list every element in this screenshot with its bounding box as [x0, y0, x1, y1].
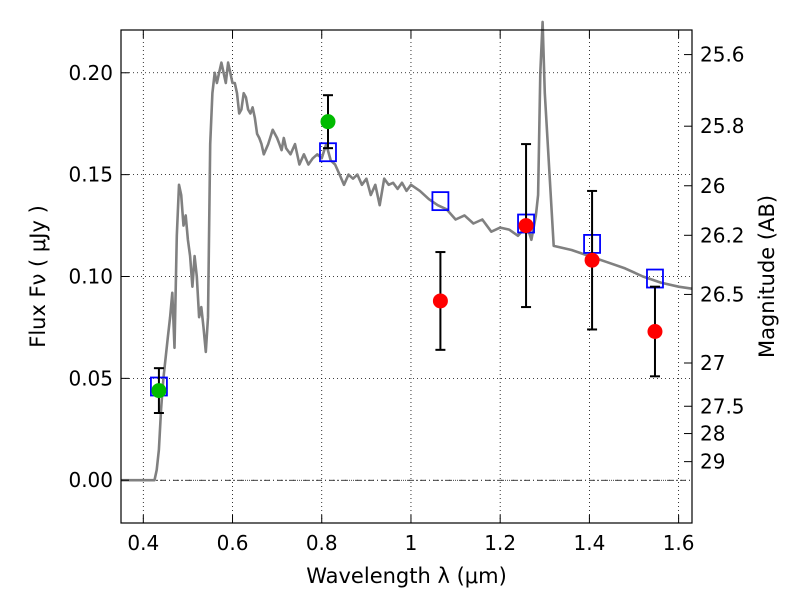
grid-lines: [121, 30, 692, 523]
right-tick-label: 26.5: [700, 282, 745, 306]
x-axis-label: Wavelength λ (μm): [306, 564, 507, 588]
model-spectrum-line: [121, 20, 693, 482]
x-tick-label: 1: [405, 531, 418, 555]
model-square-marker: [431, 191, 450, 212]
right-tick-label: 25.6: [700, 43, 745, 67]
data-point: [518, 218, 534, 234]
axis-ticks: 0.4 0.6 0.8 1 1.2 1.4 1.6 0.00 0.05 0.10 0.15 0.20 2…: [68, 30, 745, 555]
data-point: [584, 252, 600, 268]
y-axis-label: Flux Fν ( μJy ): [26, 205, 50, 348]
right-tick-label: 28: [700, 422, 725, 446]
x-tick-label: 0.4: [127, 531, 159, 555]
right-tick-label: 29: [700, 450, 725, 474]
y-tick-label: 0.05: [68, 366, 113, 390]
right-axis-label: Magnitude (AB): [755, 195, 779, 358]
right-tick-label: 27: [700, 351, 725, 375]
x-tick-label: 1.2: [484, 531, 516, 555]
right-tick-label: 26: [700, 174, 725, 198]
data-point: [320, 114, 336, 130]
data-point: [647, 324, 663, 340]
right-tick-label: 27.5: [700, 394, 745, 418]
right-tick-label: 26.2: [700, 223, 745, 247]
data-point: [151, 383, 167, 399]
plot-frame: [120, 29, 693, 524]
plot-area: [121, 20, 693, 482]
right-tick-label: 25.8: [700, 114, 745, 138]
x-tick-label: 0.8: [306, 531, 338, 555]
x-tick-label: 0.6: [217, 531, 249, 555]
y-tick-label: 0.00: [68, 468, 113, 492]
data-point: [432, 293, 448, 309]
y-tick-label: 0.15: [68, 163, 113, 187]
x-tick-label: 1.4: [573, 531, 605, 555]
y-tick-label: 0.10: [68, 265, 113, 289]
x-tick-label: 1.6: [663, 531, 695, 555]
y-tick-label: 0.20: [68, 61, 113, 85]
